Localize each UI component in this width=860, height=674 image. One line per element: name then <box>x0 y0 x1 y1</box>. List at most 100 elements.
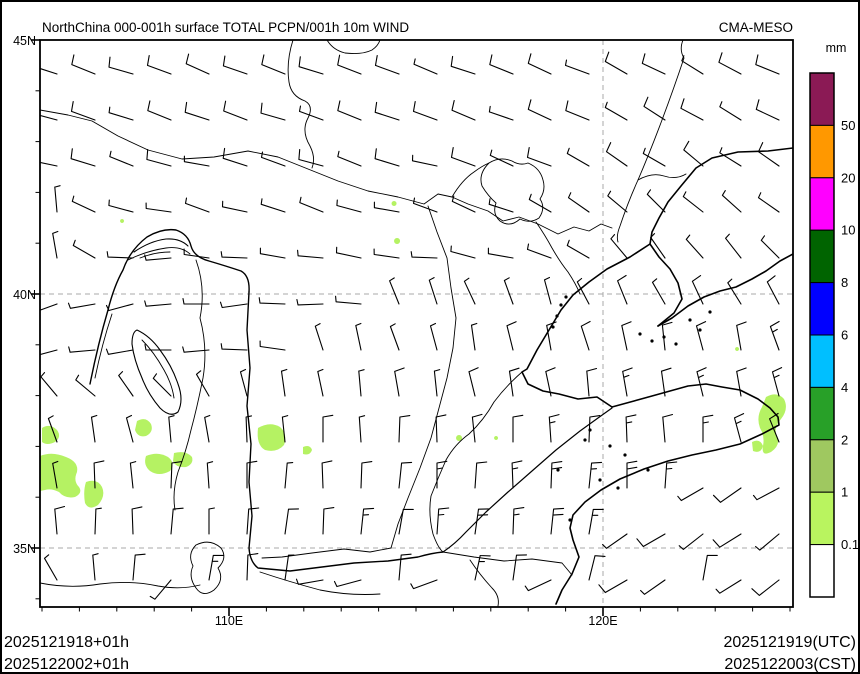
precip-patch <box>394 238 401 244</box>
wind-barb <box>223 100 248 121</box>
precip-patch <box>42 425 60 444</box>
wind-barb <box>70 148 96 167</box>
precipitation-layer <box>40 201 786 508</box>
wind-barb <box>146 55 172 75</box>
wind-barb <box>546 321 557 351</box>
valid-time-utc: 2025121919(UTC) <box>723 634 856 651</box>
wind-barb <box>108 56 134 75</box>
wind-barb <box>755 533 780 551</box>
wind-barb <box>40 349 58 356</box>
wind-barb <box>131 506 143 535</box>
lat-label-40n: 40N <box>13 288 36 302</box>
wind-barb <box>144 254 172 261</box>
wind-barb <box>696 367 707 397</box>
wind-barb <box>598 579 628 594</box>
wind-barb <box>374 148 400 167</box>
colorbar-level-label: 0.1 <box>841 537 859 552</box>
wind-barb <box>682 191 704 213</box>
colorbar-block <box>809 229 835 284</box>
map-outline <box>261 547 392 559</box>
colorbar-block <box>809 544 835 598</box>
precip-patch <box>135 419 152 437</box>
wind-barb <box>90 414 98 443</box>
island-dot <box>598 478 602 482</box>
wind-barb <box>245 415 253 443</box>
wind-barb <box>204 414 211 443</box>
wind-barb <box>284 508 300 535</box>
wind-barb <box>184 101 210 121</box>
wind-barb <box>626 460 638 489</box>
wind-barb <box>450 147 476 167</box>
wind-barb <box>322 414 334 443</box>
wind-barb <box>337 54 362 75</box>
wind-barb <box>314 323 324 351</box>
wind-barb <box>617 274 628 305</box>
wind-barb <box>769 412 780 443</box>
wind-barb <box>528 193 552 213</box>
wind-barb <box>146 149 172 167</box>
wind-barb <box>664 461 678 489</box>
wind-barb <box>565 100 590 121</box>
wind-barb <box>398 415 411 443</box>
wind-barb <box>474 508 490 535</box>
wind-barb <box>182 298 210 305</box>
wind-barb <box>412 197 438 213</box>
wind-barb <box>108 106 134 121</box>
wind-barb <box>335 246 362 259</box>
wind-barb <box>433 369 441 397</box>
wind-barb <box>92 553 99 581</box>
wind-barb <box>526 243 552 259</box>
wind-barb <box>636 533 666 548</box>
map-outline <box>190 541 225 594</box>
wind-barb <box>622 367 633 397</box>
map-outline <box>442 407 613 553</box>
wind-barb <box>93 460 105 489</box>
map-outlines-layer <box>40 40 793 607</box>
wind-barb <box>564 59 590 75</box>
wind-barb <box>360 507 375 535</box>
wind-barb <box>586 367 598 397</box>
colorbar-level-label: 20 <box>841 170 855 185</box>
wind-barb <box>52 230 59 259</box>
island-dot <box>650 339 654 343</box>
wind-barb <box>428 277 438 305</box>
map-outline <box>141 339 175 399</box>
wind-barb <box>108 199 134 213</box>
wind-barb <box>373 201 400 213</box>
wind-barb <box>436 460 448 489</box>
wind-barb <box>545 367 556 397</box>
model-name: CMA-MESO <box>719 20 793 35</box>
wind-barb <box>660 367 672 397</box>
island-dot <box>608 444 612 448</box>
wind-barb <box>40 67 58 75</box>
wind-barb <box>239 368 248 397</box>
wind-barb <box>607 190 628 213</box>
wind-barb <box>220 343 248 351</box>
map-outline <box>326 40 381 55</box>
wind-barb <box>715 579 742 594</box>
wind-barb <box>298 149 324 167</box>
wind-barb <box>398 461 413 489</box>
wind-barb <box>678 533 704 550</box>
wind-barb <box>470 322 478 351</box>
wind-barb <box>769 320 780 351</box>
map-outline <box>469 559 499 607</box>
wind-barb <box>527 53 552 75</box>
map-outline <box>555 383 780 605</box>
wind-barb <box>450 245 476 259</box>
map-outline <box>480 158 545 225</box>
map-outline <box>657 253 793 327</box>
wind-barb <box>72 239 96 259</box>
wind-barb <box>70 101 96 121</box>
map-outline <box>133 238 189 253</box>
map-outline <box>94 313 113 379</box>
map-outline <box>451 162 490 198</box>
wind-barb <box>144 300 172 307</box>
colorbar-block <box>809 72 835 126</box>
wind-barb <box>567 192 590 213</box>
colorbar-level-label: 2 <box>841 432 848 447</box>
wind-barb <box>75 374 96 397</box>
wind-barb <box>183 155 210 167</box>
wind-barb <box>297 249 324 259</box>
